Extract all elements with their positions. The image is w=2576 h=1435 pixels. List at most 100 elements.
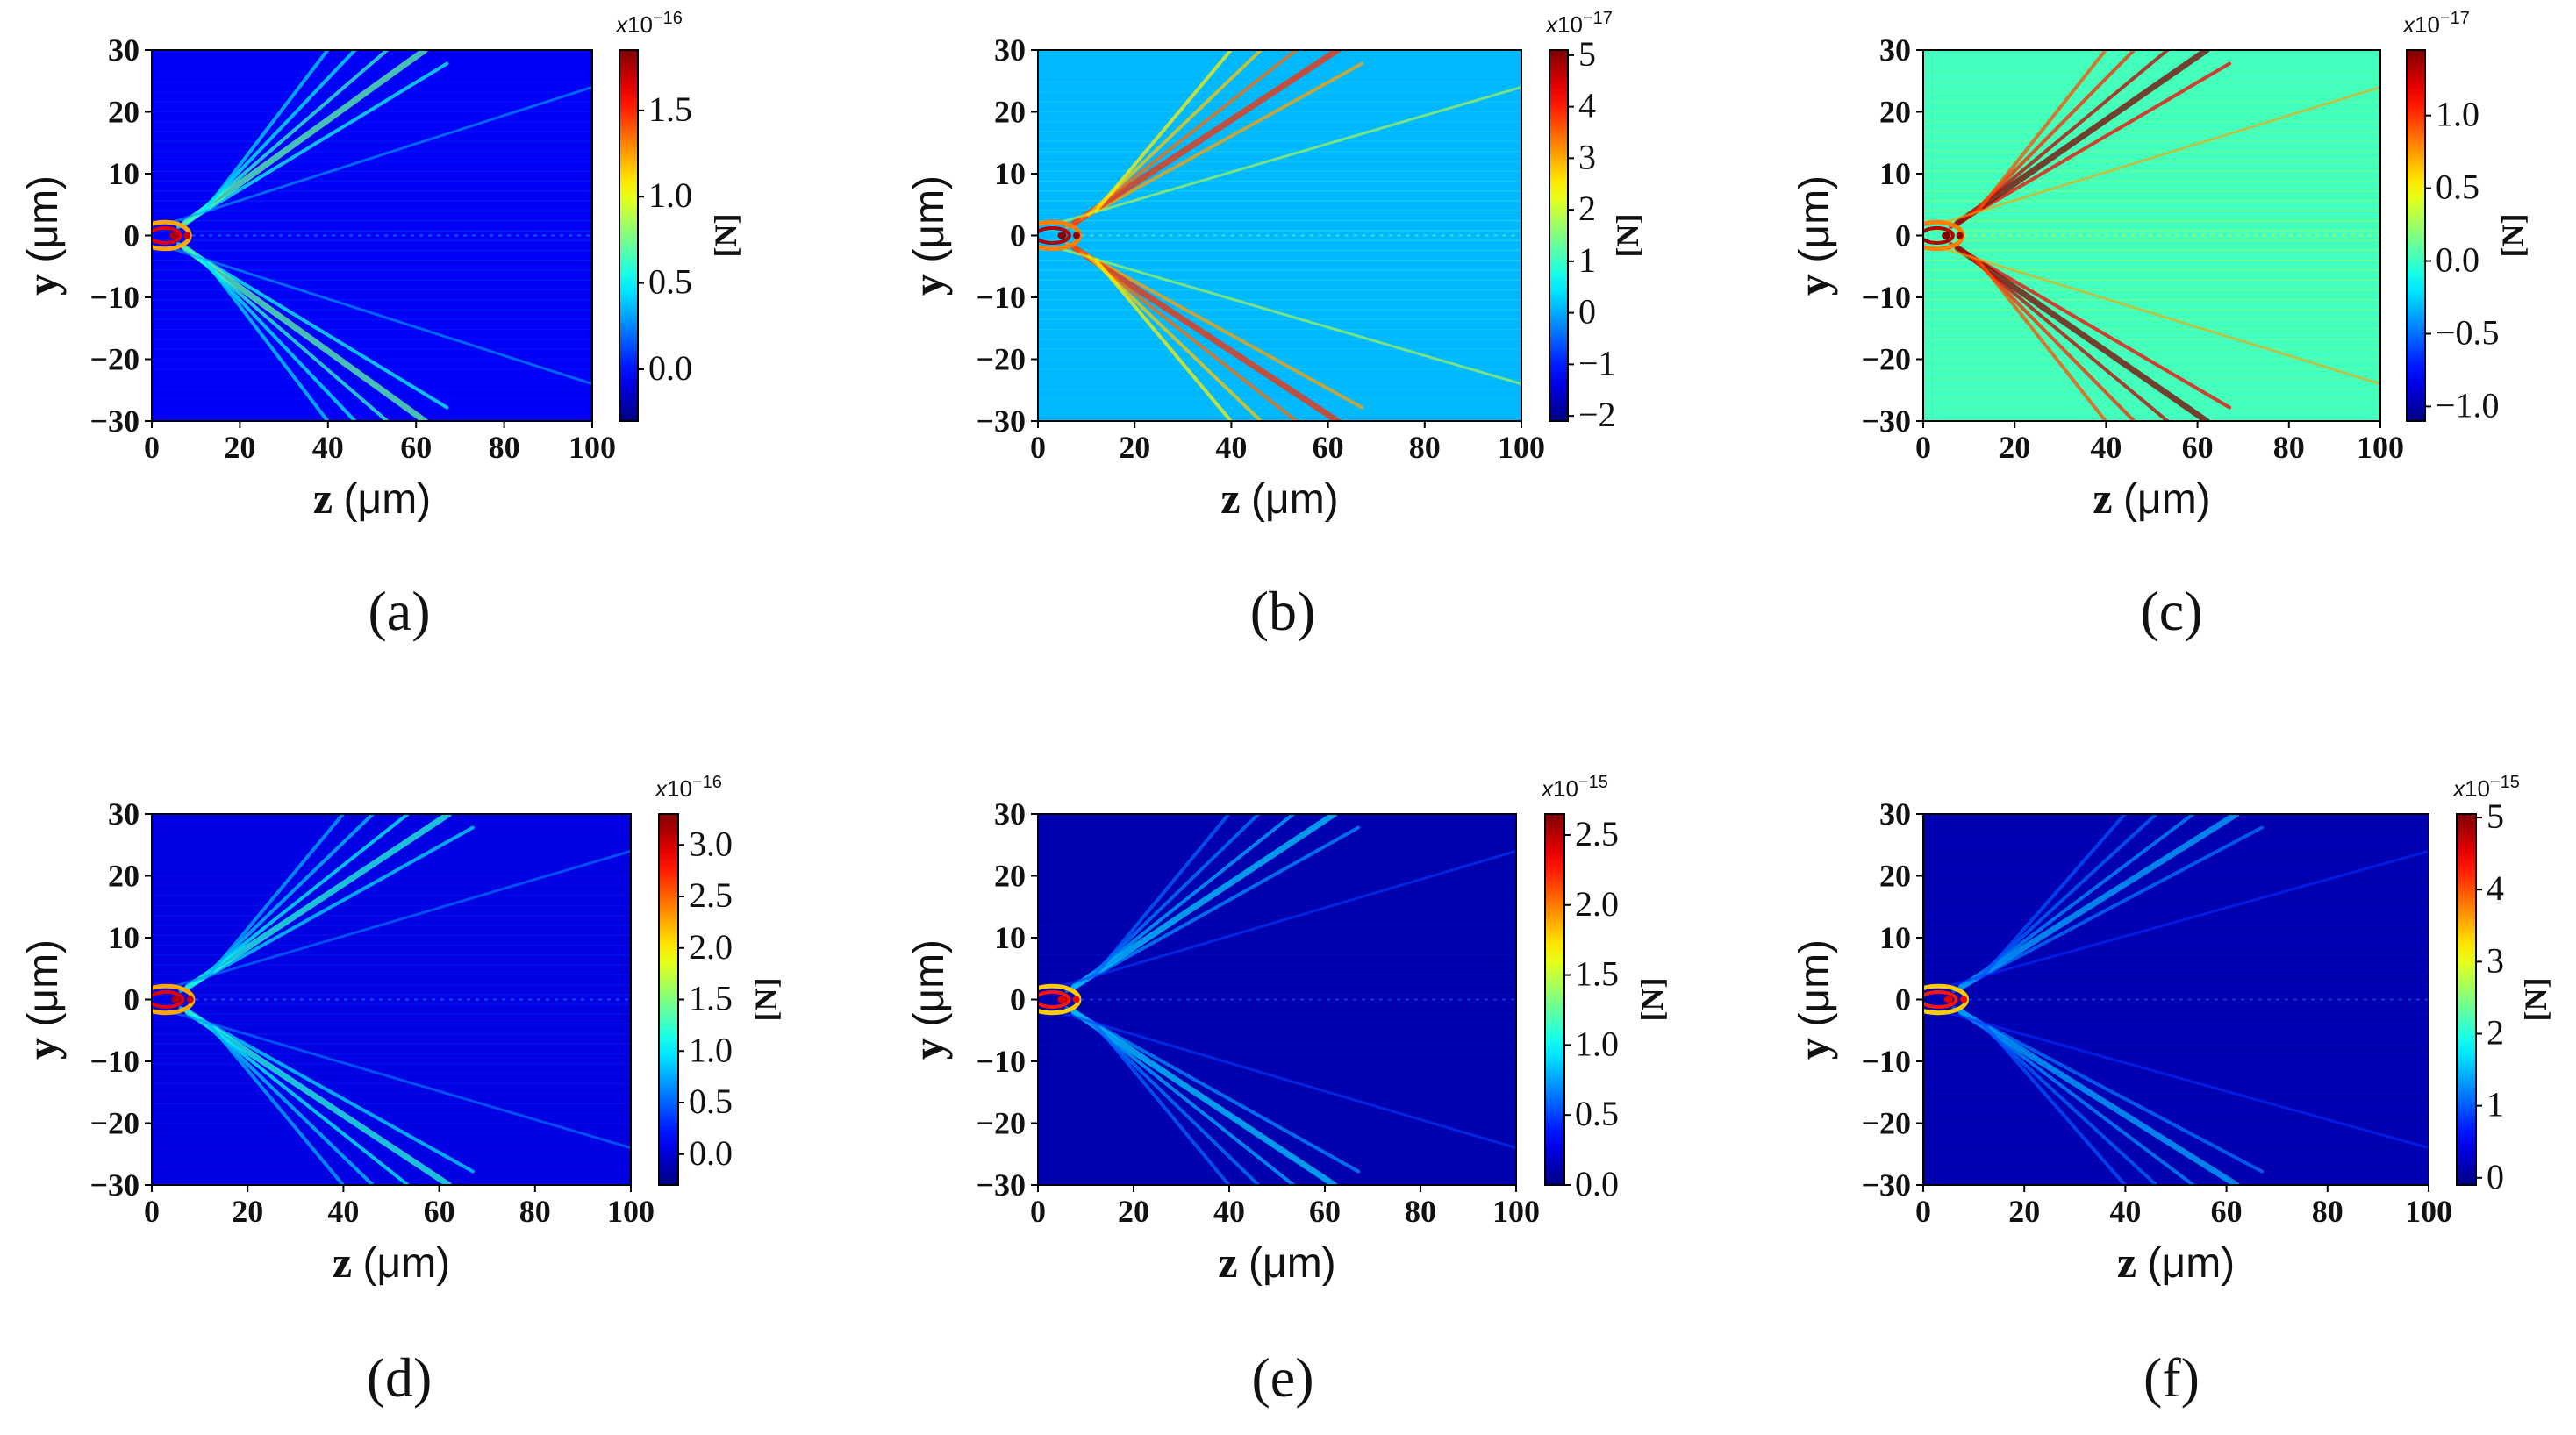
- lower-beam-arm: [1086, 253, 1264, 421]
- x-tick-label: 60: [424, 1194, 455, 1229]
- colorbar-multiplier: x10−16: [654, 773, 722, 802]
- x-tick-label: 100: [2405, 1194, 2452, 1229]
- heatmap-image: [1923, 814, 2429, 1185]
- lower-beam-arm: [1969, 253, 2137, 421]
- y-tick-label: 30: [108, 32, 140, 68]
- focus-ring: [1038, 226, 1071, 245]
- lower-beam-arm: [176, 241, 449, 410]
- y-tick-label: 10: [108, 156, 140, 191]
- x-tick-label: 0: [1915, 1194, 1931, 1229]
- focus-ring: [152, 226, 182, 245]
- outer-beam-arm: [1943, 849, 2429, 989]
- upper-beam-arm: [1086, 50, 1264, 218]
- upper-beam-arm: [203, 50, 330, 213]
- outer-beam-arm: [168, 246, 592, 386]
- colorbar-tick-label: 0.5: [1575, 1094, 1619, 1133]
- y-tick-label: −30: [1861, 403, 1911, 439]
- upper-beam-arm: [1065, 61, 1364, 230]
- x-tick-label: 100: [1498, 430, 1545, 465]
- outer-beam-arm: [1941, 246, 2380, 386]
- outer-beam-arm: [168, 85, 592, 225]
- lower-beam-arm: [184, 1009, 453, 1185]
- y-axis-label: y (μm): [904, 939, 953, 1060]
- upper-beam-arm: [196, 50, 358, 218]
- heatmap-background: [1923, 814, 2429, 1185]
- lower-beam-arm: [1064, 1005, 1361, 1174]
- x-tick-label: 80: [2312, 1194, 2343, 1229]
- heatmap-image: [152, 50, 592, 421]
- y-tick-label: −20: [89, 342, 140, 377]
- colorbar-tick-label: 0.0: [689, 1133, 733, 1173]
- colorbar-multiplier: x10−17: [1544, 9, 1613, 38]
- y-tick-label: 10: [994, 156, 1026, 191]
- colorbar-tick-label: 3.0: [689, 824, 733, 863]
- upper-beam-arm: [1954, 50, 2210, 226]
- upper-beam-arm: [1070, 814, 1338, 990]
- y-tick-label: 20: [108, 95, 140, 130]
- lower-beam-arm: [1949, 241, 2232, 410]
- colorbar-tick-label: 1.5: [648, 89, 692, 129]
- y-tick-label: −30: [89, 1167, 140, 1203]
- lower-beam-arm: [1070, 1009, 1338, 1185]
- upper-beam-arm: [193, 814, 411, 985]
- y-axis-label: y (μm): [18, 939, 67, 1060]
- upper-beam-arm: [184, 814, 453, 990]
- y-axis-label: y (μm): [18, 175, 67, 296]
- colorbar-tick-label: 5: [1578, 34, 1596, 74]
- lower-beam-arm: [1954, 245, 2210, 421]
- focus-peak: [1057, 232, 1067, 239]
- lower-beam-arm: [1086, 1017, 1262, 1185]
- outer-beam-arm: [1056, 1010, 1516, 1150]
- x-tick-label: 80: [2273, 430, 2305, 465]
- colorbar-tick-label: −1: [1578, 343, 1616, 382]
- lower-beam-arm: [1065, 241, 1364, 410]
- colorbar-tick-label: 0.5: [648, 262, 692, 302]
- lower-beam-arm: [1976, 258, 2108, 421]
- panel-caption: (e): [1251, 1346, 1313, 1409]
- x-tick-label: 80: [489, 430, 520, 465]
- x-axis-label: z (μm): [333, 1238, 450, 1287]
- y-tick-label: 0: [1895, 982, 1911, 1017]
- y-tick-label: 0: [1895, 218, 1911, 253]
- y-tick-label: −20: [89, 1106, 140, 1141]
- colorbar-tick-label: 0.5: [2436, 168, 2479, 207]
- x-axis-label: z (μm): [1218, 1238, 1335, 1287]
- y-tick-label: 20: [994, 859, 1026, 894]
- colorbar-multiplier: x10−16: [614, 9, 683, 38]
- lower-beam-arm: [182, 245, 428, 421]
- x-tick-label: 40: [327, 1194, 359, 1229]
- colorbar-tick-label: 0.0: [2436, 240, 2479, 280]
- colorbar-multiplier: x10−15: [1540, 773, 1608, 802]
- y-axis-label: y (μm): [1789, 175, 1838, 296]
- colorbar: [1544, 813, 1565, 1186]
- lower-beam-arm: [200, 1017, 376, 1185]
- y-tick-label: −20: [1861, 1106, 1911, 1141]
- colorbar-tick-label: 4: [1578, 86, 1596, 125]
- y-tick-label: 30: [994, 796, 1026, 832]
- colorbar-tick-label: 0.0: [1575, 1164, 1619, 1203]
- x-tick-label: 0: [144, 1194, 160, 1229]
- focus-peak: [183, 232, 191, 239]
- upper-beam-arm: [1086, 814, 1262, 982]
- colorbar-tick-label: 3: [2487, 940, 2504, 980]
- y-tick-label: −30: [976, 1167, 1026, 1203]
- upper-beam-arm: [1079, 50, 1299, 221]
- heatmap-image: [152, 814, 631, 1185]
- panel-caption: (c): [2140, 580, 2202, 642]
- y-tick-label: 10: [1879, 156, 1911, 191]
- colorbar: [1549, 49, 1569, 422]
- y-tick-label: 30: [1879, 796, 1911, 832]
- focus-ring: [1923, 226, 1955, 245]
- lower-beam-arm: [193, 1014, 411, 1185]
- colorbar-unit-label: [N]: [748, 978, 784, 1022]
- panel-caption: (a): [368, 580, 430, 642]
- lower-beam-arm: [1974, 1017, 2159, 1185]
- x-tick-label: 60: [2211, 1194, 2243, 1229]
- lower-beam-arm: [1962, 250, 2171, 421]
- focus-peak: [1960, 996, 1968, 1003]
- x-tick-label: 0: [144, 430, 160, 465]
